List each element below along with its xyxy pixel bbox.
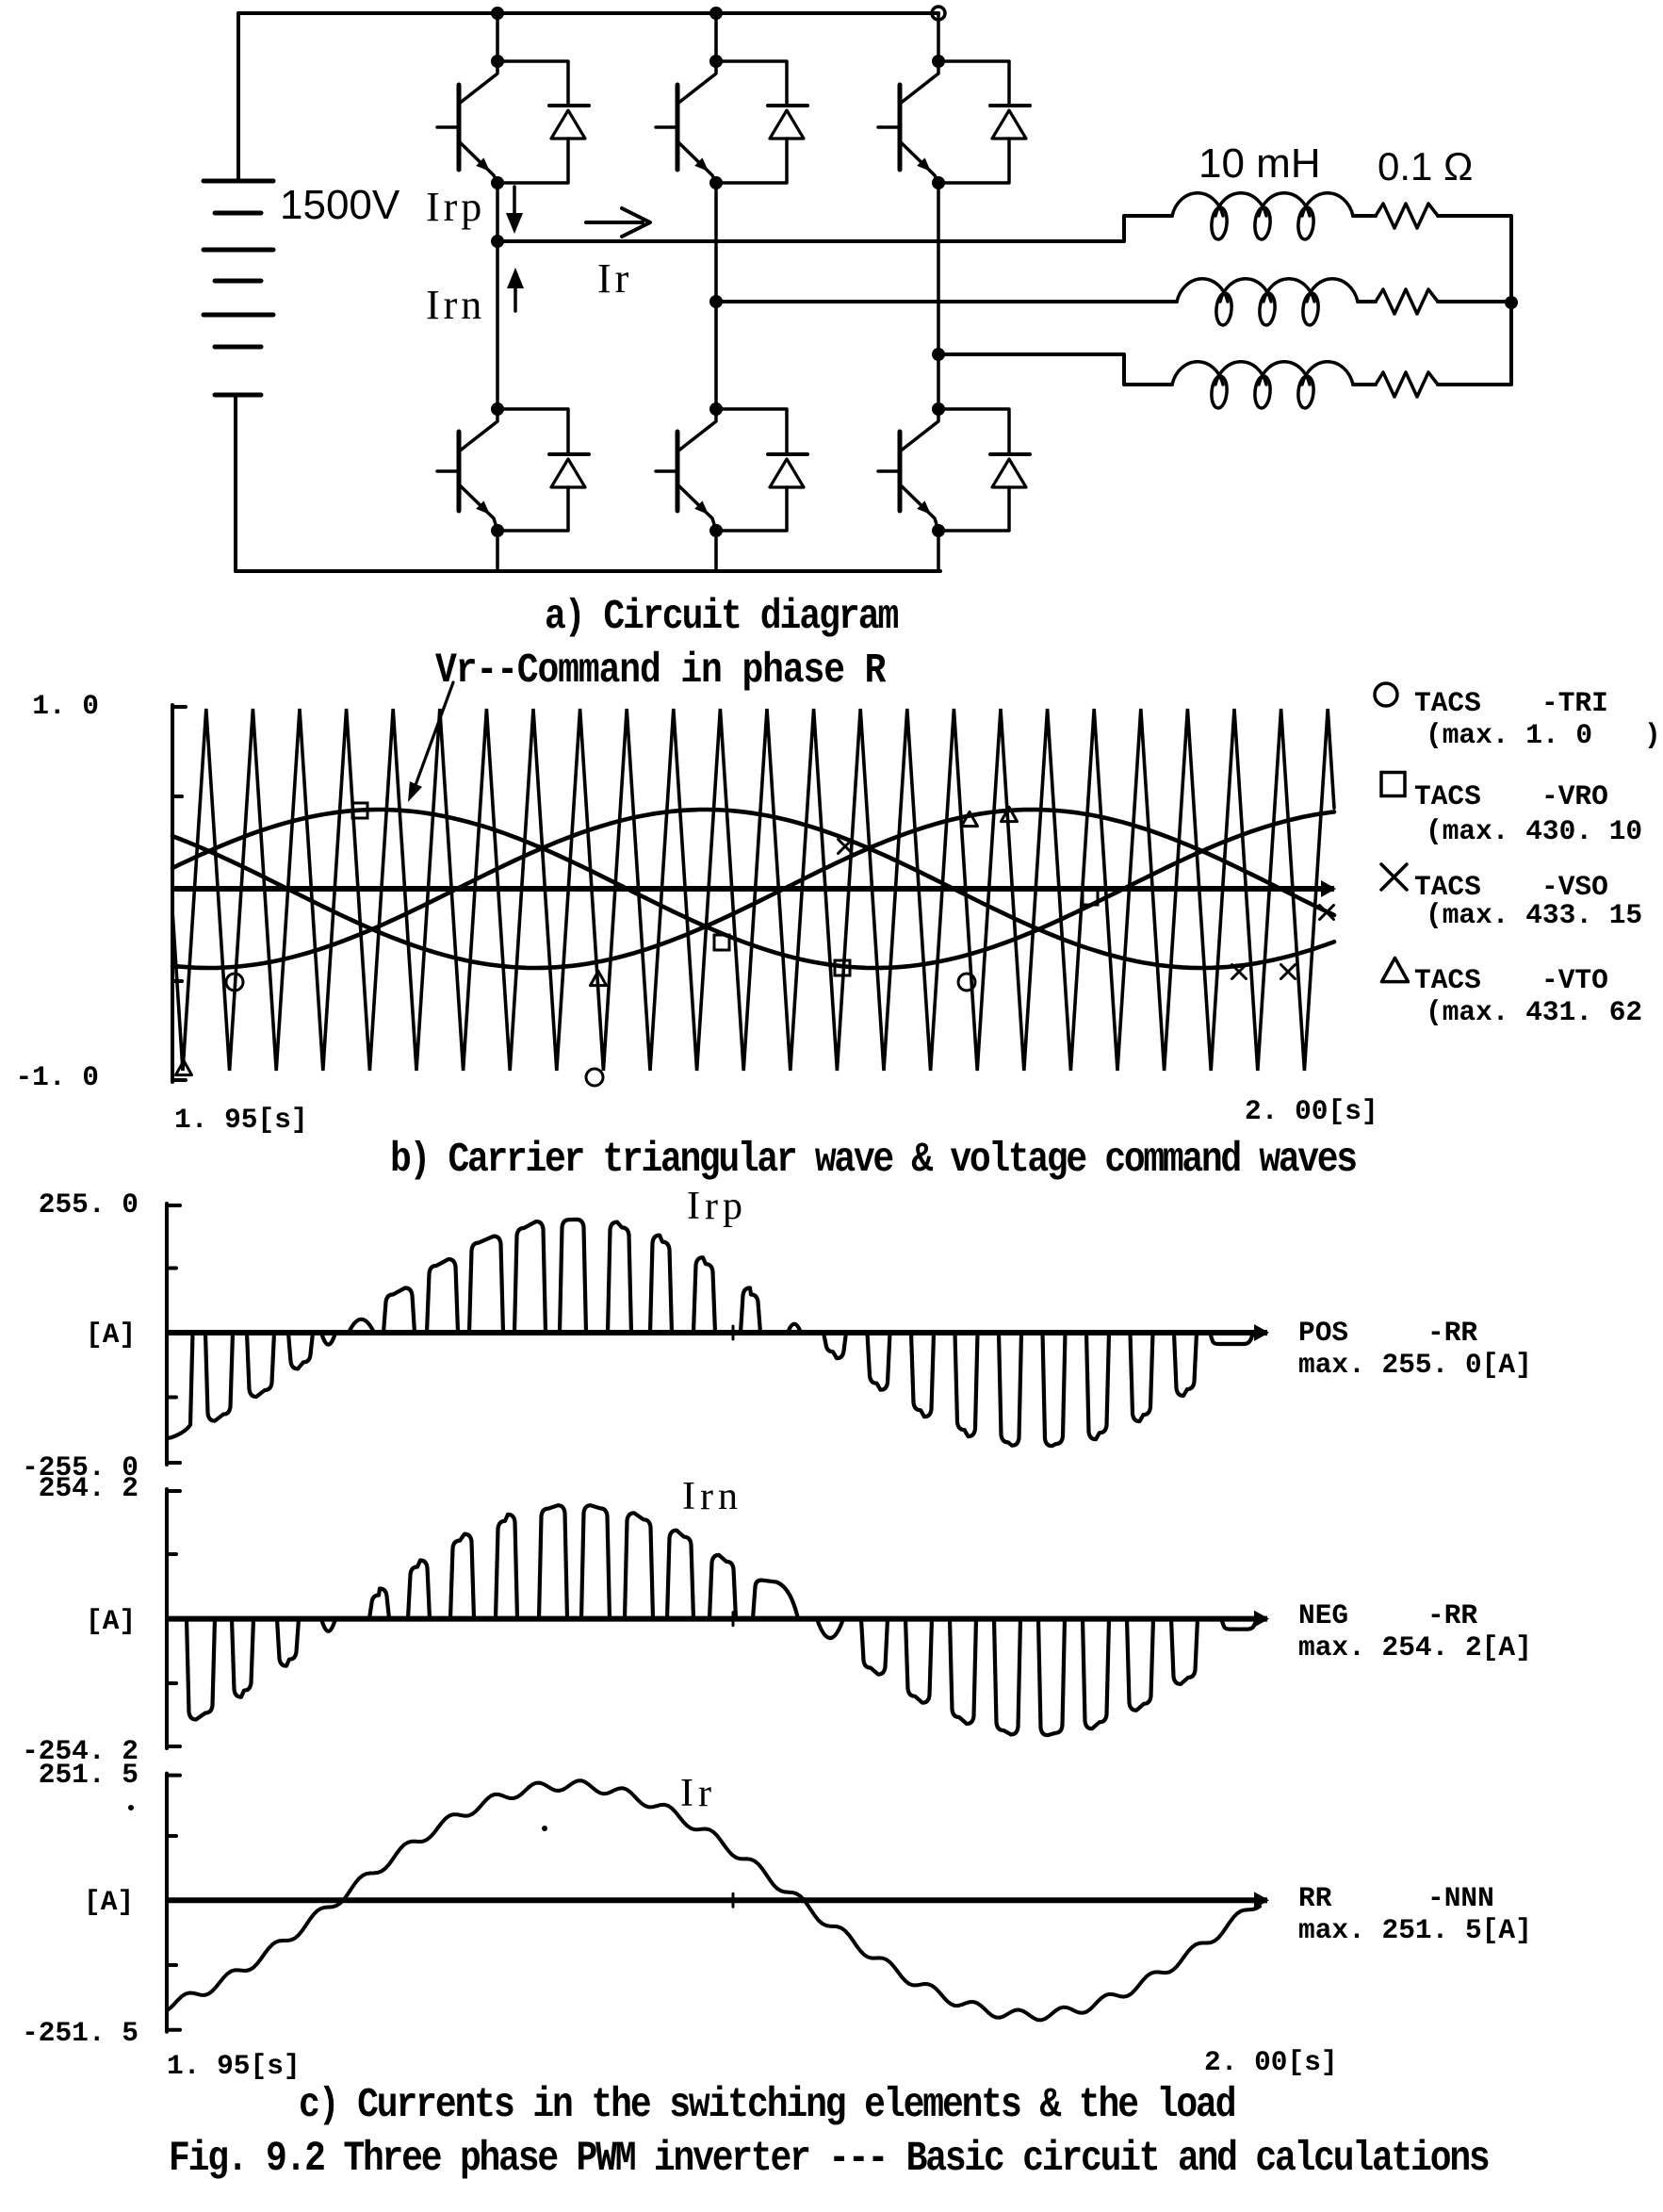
svg-text:255. 0: 255. 0 <box>39 1188 139 1221</box>
svg-text:NEG: NEG <box>1298 1599 1348 1631</box>
svg-text:251. 5: 251. 5 <box>39 1759 139 1791</box>
svg-text:Irn: Irn <box>426 282 485 328</box>
svg-text:1500V: 1500V <box>280 182 400 228</box>
svg-text:-1. 0: -1. 0 <box>15 1061 99 1093</box>
svg-text:-VSO: -VSO <box>1541 871 1608 903</box>
svg-text:-251. 5: -251. 5 <box>22 2017 139 2049</box>
svg-text:1. 95[s]: 1. 95[s] <box>174 1104 308 1136</box>
svg-text:254. 2: 254. 2 <box>39 1472 139 1504</box>
svg-text:[A]: [A] <box>84 1886 134 1918</box>
svg-text:(max. 433. 15: (max. 433. 15 <box>1426 899 1642 931</box>
svg-text:Ir: Ir <box>680 1772 716 1815</box>
svg-text:2. 00[s]: 2. 00[s] <box>1204 2046 1338 2078</box>
svg-text:RR: RR <box>1298 1882 1332 1914</box>
svg-text:10 mH: 10 mH <box>1198 140 1321 187</box>
svg-text:-RR: -RR <box>1427 1599 1477 1631</box>
svg-text:-VTO: -VTO <box>1541 964 1608 996</box>
svg-text:-RR: -RR <box>1427 1317 1477 1349</box>
svg-text:Vr--Command in phase R: Vr--Command in phase R <box>435 647 886 695</box>
svg-text:TACS: TACS <box>1414 964 1481 996</box>
svg-text:0.1 Ω: 0.1 Ω <box>1378 144 1473 188</box>
svg-text:max. 251. 5[A]: max. 251. 5[A] <box>1298 1914 1532 1946</box>
svg-text:-VRO: -VRO <box>1541 780 1608 812</box>
svg-text:(max. 430. 10: (max. 430. 10 <box>1426 815 1642 847</box>
svg-text:POS: POS <box>1298 1317 1348 1349</box>
svg-text:-TRI: -TRI <box>1541 687 1608 719</box>
svg-text:(max. 1. 0: (max. 1. 0 <box>1426 719 1592 751</box>
svg-text:Fig. 9.2 Three phase PWM inver: Fig. 9.2 Three phase PWM inverter --- Ba… <box>169 2135 1489 2183</box>
svg-text:[A]: [A] <box>86 1605 136 1637</box>
svg-text:2. 00[s]: 2. 00[s] <box>1245 1095 1378 1127</box>
svg-text:1. 95[s]: 1. 95[s] <box>167 2050 301 2082</box>
svg-text:Irp: Irp <box>687 1185 747 1228</box>
svg-text:max. 254. 2[A]: max. 254. 2[A] <box>1298 1631 1532 1663</box>
svg-text:-255. 0: -255. 0 <box>22 1451 139 1483</box>
svg-text:a) Circuit diagram: a) Circuit diagram <box>545 593 898 641</box>
svg-text:max. 255. 0[A]: max. 255. 0[A] <box>1298 1349 1532 1381</box>
svg-text:-NNN: -NNN <box>1427 1882 1494 1914</box>
svg-text:): ) <box>1644 719 1661 751</box>
svg-text:1. 0: 1. 0 <box>32 690 99 722</box>
svg-text:[A]: [A] <box>86 1319 136 1351</box>
svg-text:TACS: TACS <box>1414 687 1481 719</box>
svg-text:Irp: Irp <box>426 184 485 230</box>
svg-text:b) Carrier triangular wave & v: b) Carrier triangular wave & voltage com… <box>390 1136 1356 1184</box>
svg-text:Irn: Irn <box>682 1475 742 1518</box>
svg-text:Ir: Ir <box>597 255 632 302</box>
svg-text:-254. 2: -254. 2 <box>22 1735 139 1767</box>
svg-text:(max. 431. 62: (max. 431. 62 <box>1426 996 1642 1028</box>
svg-text:TACS: TACS <box>1414 871 1481 903</box>
svg-text:c) Currents in the switching e: c) Currents in the switching elements & … <box>299 2081 1235 2129</box>
svg-text:TACS: TACS <box>1414 780 1481 812</box>
